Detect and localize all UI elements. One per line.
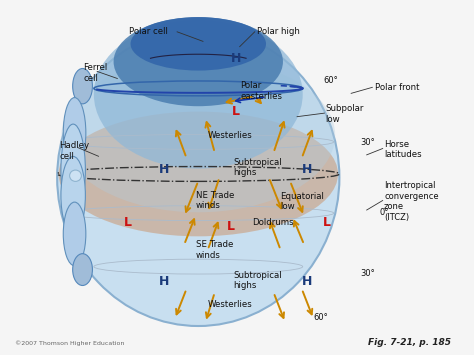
Text: 60°: 60°: [313, 313, 328, 322]
Text: Polar cell: Polar cell: [129, 27, 168, 36]
Text: L: L: [232, 105, 240, 118]
Ellipse shape: [70, 170, 82, 181]
Text: Polar high: Polar high: [257, 27, 300, 36]
Ellipse shape: [73, 69, 92, 104]
Text: 0°: 0°: [380, 208, 389, 217]
Text: 30°: 30°: [361, 138, 375, 147]
Ellipse shape: [73, 254, 92, 285]
Text: Polar
easterlies: Polar easterlies: [241, 81, 283, 100]
Text: 30°: 30°: [361, 269, 375, 278]
Ellipse shape: [61, 124, 85, 216]
Ellipse shape: [63, 98, 86, 168]
Ellipse shape: [59, 111, 338, 236]
Text: Fig. 7-21, p. 185: Fig. 7-21, p. 185: [368, 338, 451, 348]
Text: L: L: [124, 216, 132, 229]
Ellipse shape: [61, 58, 335, 212]
Text: H: H: [231, 52, 241, 65]
Text: Subtropical
highs: Subtropical highs: [234, 158, 282, 177]
Ellipse shape: [57, 29, 339, 326]
Text: Subpolar
low: Subpolar low: [325, 104, 364, 124]
Text: Westerlies: Westerlies: [208, 300, 253, 309]
Text: H: H: [159, 275, 170, 288]
Text: Horse
latitudes: Horse latitudes: [384, 140, 422, 159]
Text: Ferrel
cell: Ferrel cell: [83, 64, 107, 83]
Ellipse shape: [61, 157, 85, 234]
Text: Polar front: Polar front: [374, 83, 419, 92]
Text: NE Trade
winds: NE Trade winds: [196, 191, 234, 210]
Ellipse shape: [130, 17, 266, 71]
Text: L: L: [227, 220, 235, 233]
Text: 60°: 60°: [323, 76, 337, 86]
Text: Intertropical
convergence
zone
(ITCZ): Intertropical convergence zone (ITCZ): [384, 181, 439, 222]
Text: Westerlies: Westerlies: [208, 131, 253, 140]
Text: Doldrums: Doldrums: [252, 218, 294, 227]
Text: Subtropical
highs: Subtropical highs: [234, 271, 282, 290]
Text: H: H: [302, 163, 312, 175]
Text: SE Trade
winds: SE Trade winds: [196, 240, 233, 260]
Ellipse shape: [63, 202, 86, 266]
Text: L: L: [323, 216, 331, 229]
Ellipse shape: [114, 17, 283, 106]
Text: H: H: [302, 275, 312, 288]
Text: ©2007 Thomson Higher Education: ©2007 Thomson Higher Education: [15, 341, 124, 346]
Text: H: H: [159, 163, 170, 175]
Text: Hadley
cell: Hadley cell: [60, 141, 90, 161]
Ellipse shape: [94, 20, 303, 169]
Text: Equatorial
low: Equatorial low: [281, 192, 325, 211]
